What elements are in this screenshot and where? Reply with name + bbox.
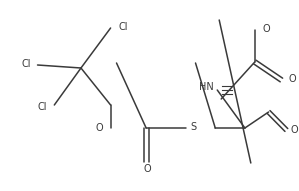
Text: Cl: Cl — [21, 59, 30, 69]
Text: O: O — [288, 74, 296, 84]
Text: Cl: Cl — [38, 102, 48, 112]
Text: Cl: Cl — [118, 22, 128, 32]
Text: O: O — [290, 125, 298, 135]
Text: S: S — [190, 122, 197, 132]
Text: O: O — [143, 164, 151, 174]
Text: O: O — [95, 123, 103, 133]
Text: O: O — [263, 24, 270, 34]
Text: HN: HN — [199, 82, 213, 92]
